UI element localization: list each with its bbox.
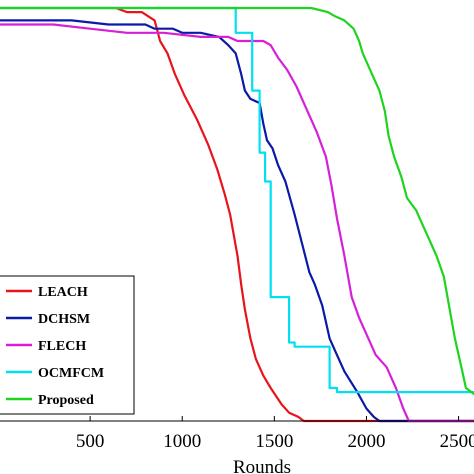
x-axis-label: Rounds: [233, 457, 291, 474]
legend-label-proposed: Proposed: [38, 393, 94, 408]
legend-label-flech: FLECH: [38, 339, 86, 354]
x-tick-label-2500: 2500: [440, 431, 474, 452]
series-line-leach: [0, 6, 474, 423]
x-tick-label-500: 500: [76, 431, 105, 452]
x-tick-label-2000: 2000: [347, 431, 385, 452]
x-tick-label-1500: 1500: [255, 431, 293, 452]
legend-label-dchsm: DCHSM: [38, 312, 90, 327]
series-line-flech: [0, 23, 474, 423]
series-line-ocmfcm: [0, 6, 474, 394]
series-layer: [0, 6, 474, 423]
x-tick-label-1000: 1000: [163, 431, 201, 452]
axes-layer: 500 1000 1500 2000 2500 Rounds: [0, 416, 474, 474]
series-line-dchsm: [0, 19, 474, 423]
legend-label-leach: LEACH: [38, 285, 88, 300]
legend: LEACH DCHSM FLECH OCMFCM Proposed: [0, 275, 135, 415]
legend-label-ocmfcm: OCMFCM: [38, 366, 104, 381]
series-line-proposed: [0, 6, 474, 396]
